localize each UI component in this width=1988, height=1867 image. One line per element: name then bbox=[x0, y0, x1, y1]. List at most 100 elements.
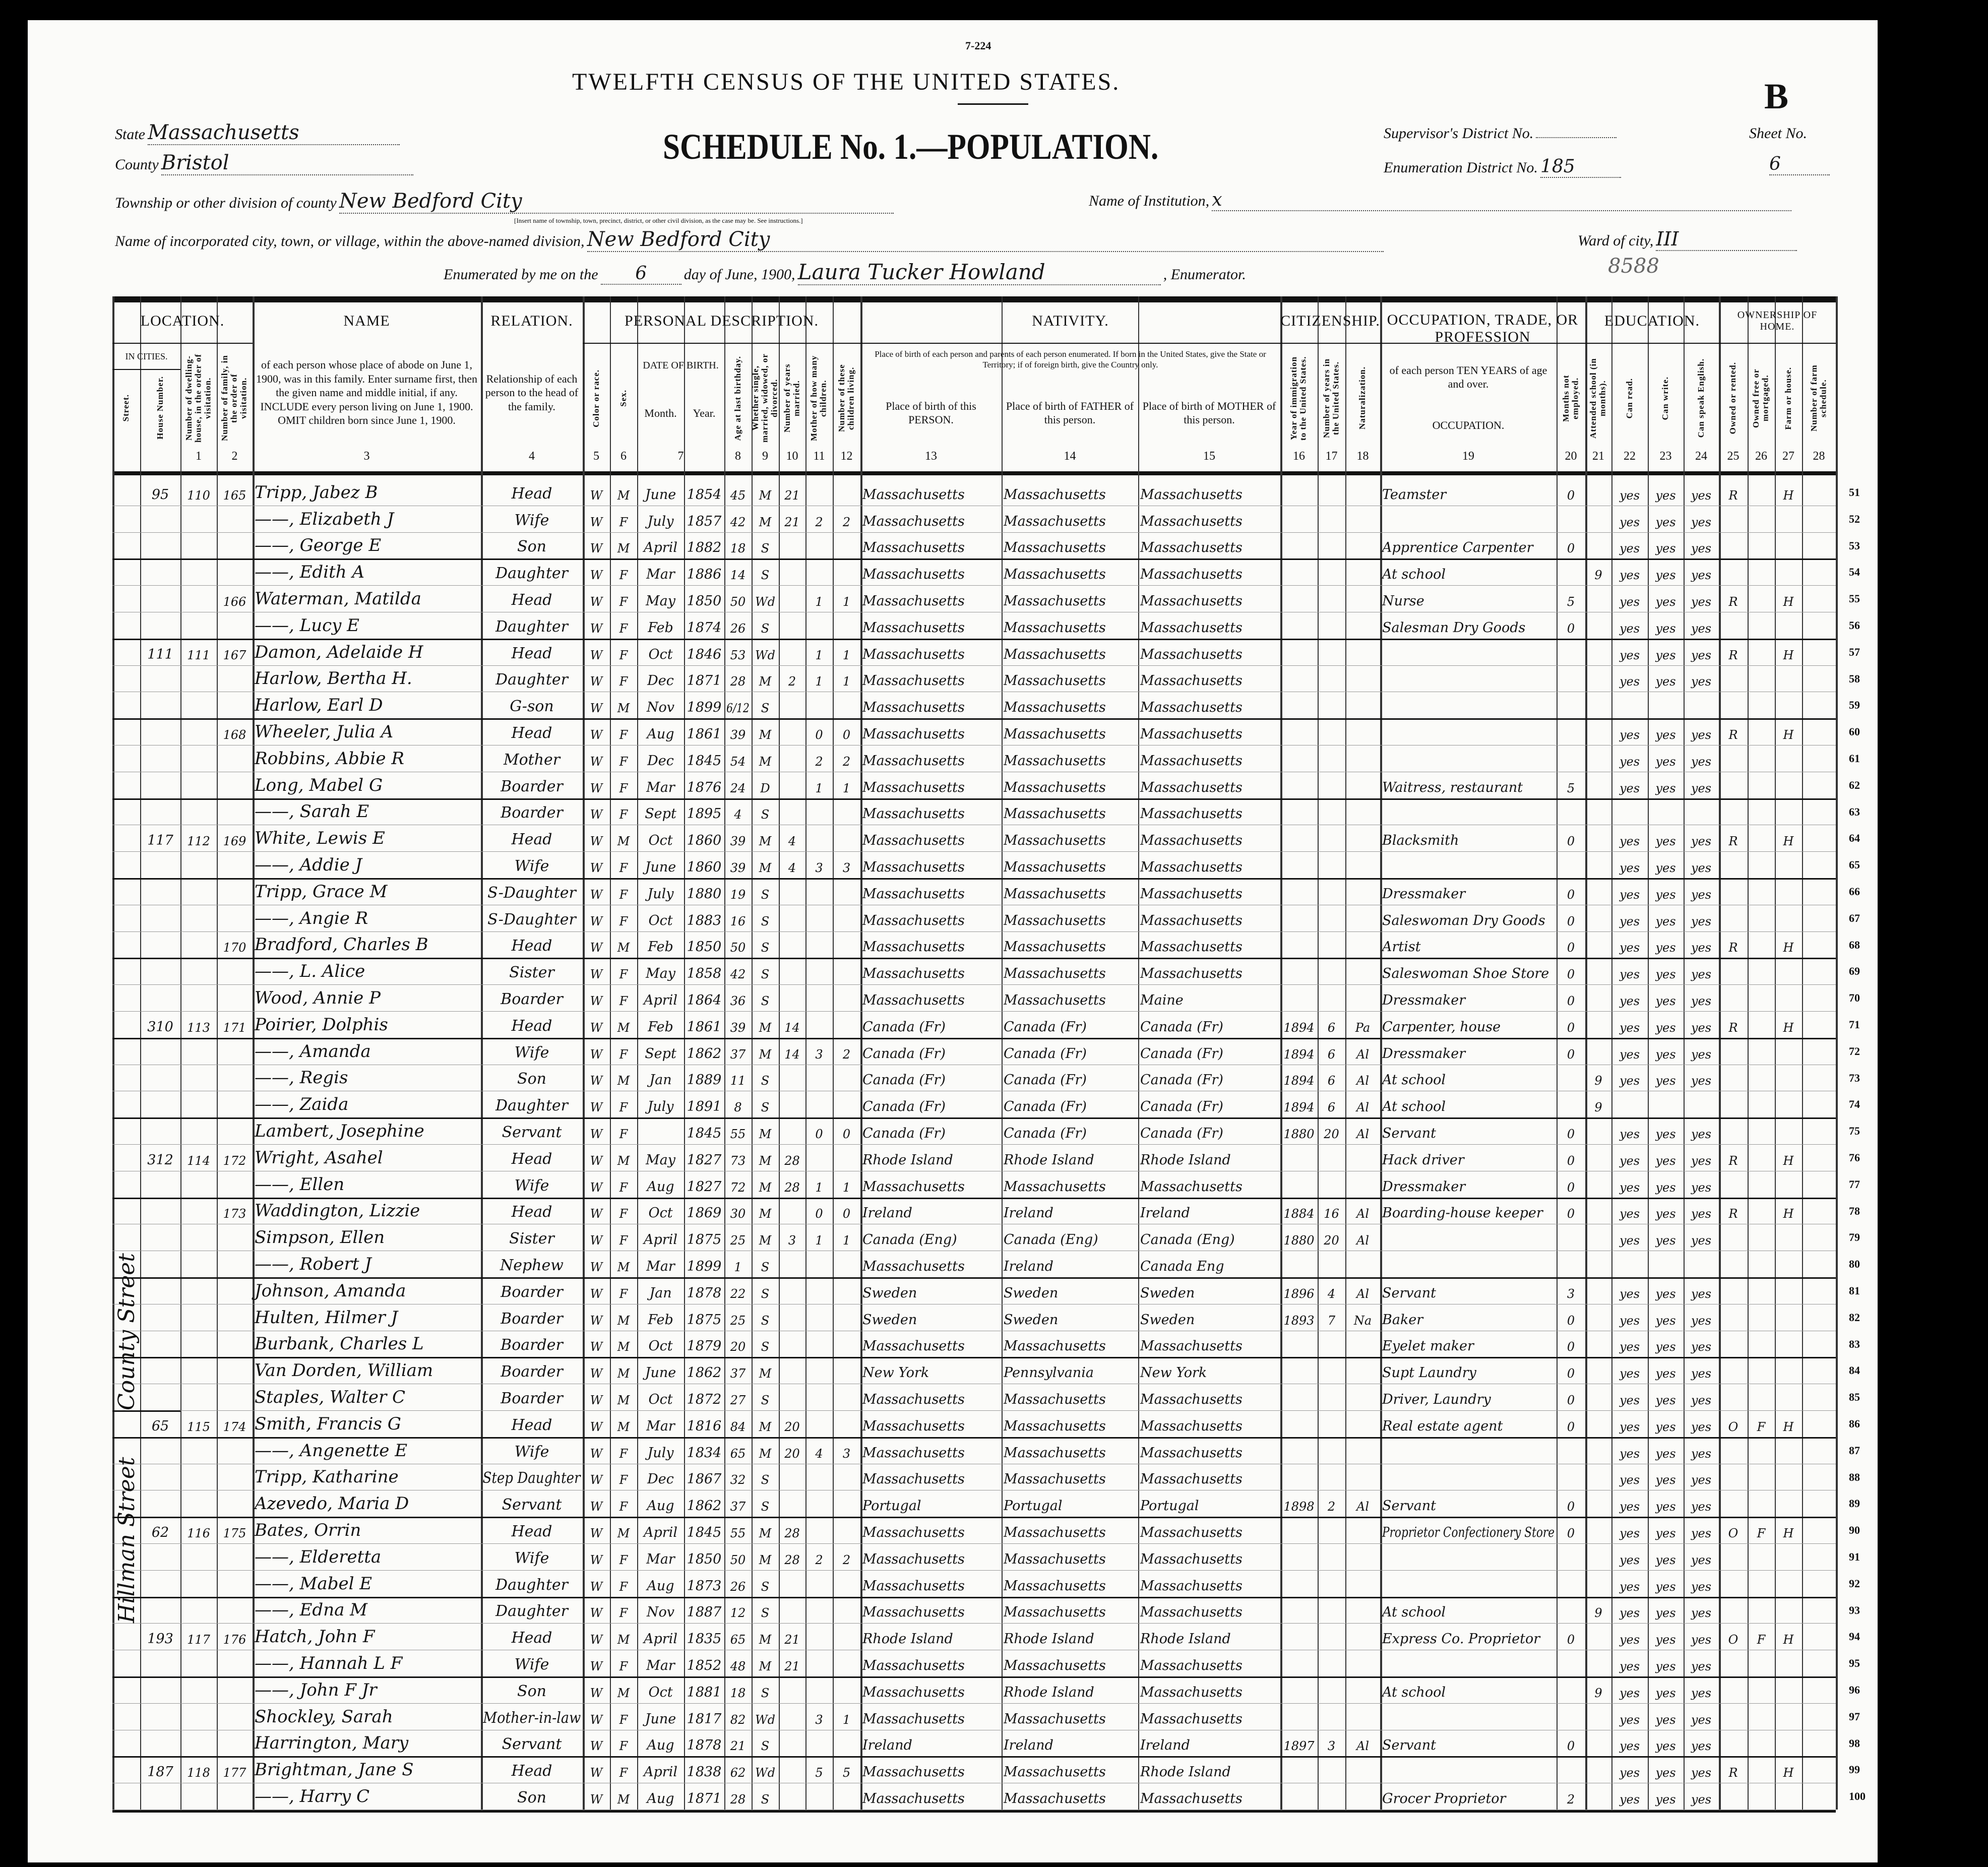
cell-col-9: 1875 bbox=[684, 1224, 724, 1251]
cell-col-1 bbox=[140, 1304, 180, 1331]
cell-col-25: yes bbox=[1648, 612, 1684, 639]
cell-col-29: H bbox=[1775, 1011, 1802, 1038]
cell-text: F bbox=[619, 754, 628, 769]
cell-col-17: Massachusetts bbox=[1138, 506, 1280, 532]
cell-col-13: 0 bbox=[805, 718, 833, 745]
cell-col-15: Sweden bbox=[860, 1277, 1002, 1304]
cell-col-22 bbox=[1557, 1570, 1585, 1597]
cell-text: 0 bbox=[1567, 1313, 1575, 1328]
cell-col-21: Waitress, restaurant bbox=[1380, 772, 1557, 798]
cell-text: Massachusetts bbox=[1004, 886, 1106, 902]
cell-col-3 bbox=[217, 558, 253, 585]
cell-text: yes bbox=[1691, 1180, 1712, 1195]
cell-col-23 bbox=[1585, 1011, 1611, 1038]
cell-col-5: Servant bbox=[481, 1117, 583, 1144]
column-number: 2 bbox=[231, 450, 238, 463]
cell-text: yes bbox=[1691, 914, 1712, 928]
cell-col-3: 167 bbox=[217, 639, 253, 665]
cell-col-20 bbox=[1345, 878, 1380, 905]
cell-col-18 bbox=[1280, 1676, 1318, 1703]
column-divider bbox=[1380, 296, 1382, 1810]
cell-col-8: Dec bbox=[637, 665, 684, 692]
cell-col-28 bbox=[1748, 825, 1775, 851]
cell-col-25: yes bbox=[1648, 772, 1684, 798]
cell-text: 2 bbox=[842, 754, 851, 769]
cell-text: 176 bbox=[223, 1633, 246, 1647]
cell-text: M bbox=[617, 1313, 630, 1328]
cell-col-16: Massachusetts bbox=[1002, 1464, 1138, 1490]
cell-col-10: 39 bbox=[724, 1011, 752, 1038]
cell-col-3: 168 bbox=[217, 718, 253, 745]
cell-col-7: F bbox=[610, 1437, 637, 1464]
cell-col-1 bbox=[140, 958, 180, 984]
cell-col-16: Massachusetts bbox=[1002, 851, 1138, 878]
cell-text: 1846 bbox=[687, 646, 722, 662]
cell-col-28 bbox=[1748, 1304, 1775, 1331]
township-note: [Insert name of township, town, precinct… bbox=[514, 217, 803, 224]
cell-text: yes bbox=[1691, 754, 1712, 769]
cell-col-10: 55 bbox=[724, 1117, 752, 1144]
enumeration-district-value: 185 bbox=[1540, 156, 1621, 178]
cell-text: Servant bbox=[502, 1496, 562, 1514]
cell-col-30 bbox=[1802, 1331, 1836, 1357]
cell-col-1 bbox=[140, 1277, 180, 1304]
group-rule bbox=[1719, 343, 1836, 344]
cell-col-16: Sweden bbox=[1002, 1304, 1138, 1331]
cell-col-4: Robbins, Abbie R bbox=[253, 745, 481, 772]
cell-col-18 bbox=[1280, 1464, 1318, 1490]
cell-text: H bbox=[1783, 1153, 1794, 1168]
cell-col-12: 14 bbox=[779, 1011, 805, 1038]
cell-col-2 bbox=[180, 692, 217, 718]
cell-col-16: Massachusetts bbox=[1002, 931, 1138, 958]
cell-col-23 bbox=[1585, 1331, 1611, 1357]
cell-text: 1883 bbox=[687, 912, 722, 928]
cell-text: yes bbox=[1691, 1153, 1712, 1168]
cell-col-24: yes bbox=[1611, 1650, 1648, 1676]
cell-text: M bbox=[759, 1153, 772, 1168]
cell-text: S bbox=[761, 941, 770, 955]
cell-col-5: Head bbox=[481, 825, 583, 851]
cell-col-1 bbox=[140, 1117, 180, 1144]
cell-col-3 bbox=[217, 1650, 253, 1676]
cell-text: Wife bbox=[514, 1655, 549, 1673]
cell-col-2: 114 bbox=[180, 1144, 217, 1171]
cell-text: Waterman, Matilda bbox=[255, 588, 421, 609]
cell-col-28 bbox=[1748, 1331, 1775, 1357]
cell-col-9: 1858 bbox=[684, 958, 724, 984]
cell-col-26: yes bbox=[1684, 1570, 1719, 1597]
cell-text: Aug bbox=[647, 1578, 674, 1594]
cell-col-21: Nurse bbox=[1380, 585, 1557, 612]
cell-col-23 bbox=[1585, 1464, 1611, 1490]
cell-col-0 bbox=[112, 1676, 140, 1703]
column-number: 18 bbox=[1356, 450, 1369, 463]
column-header-12: Number of these children living. bbox=[833, 353, 860, 444]
cell-text: 118 bbox=[187, 1766, 210, 1780]
column-label: Year. bbox=[693, 407, 716, 420]
row-rule bbox=[112, 1144, 1836, 1145]
cell-col-21: Teamster bbox=[1380, 479, 1557, 506]
cell-text: Canada (Fr) bbox=[862, 1072, 946, 1088]
cell-col-27 bbox=[1719, 1038, 1748, 1065]
cell-text: yes bbox=[1655, 727, 1676, 742]
cell-col-5: Boarder bbox=[481, 984, 583, 1011]
cell-text: 1878 bbox=[687, 1285, 722, 1301]
cell-col-11: S bbox=[752, 532, 779, 559]
cell-text: W bbox=[590, 594, 603, 609]
cell-col-9: 1827 bbox=[684, 1171, 724, 1198]
row-rule bbox=[112, 532, 1836, 533]
cell-text: Son bbox=[517, 538, 546, 556]
cell-text: 1876 bbox=[687, 779, 722, 795]
enumeration-district-field: Enumeration District No. 185 bbox=[1384, 156, 1621, 178]
cell-col-17: Portugal bbox=[1138, 1490, 1280, 1517]
cell-text: M bbox=[617, 1260, 630, 1274]
cell-text: 116 bbox=[187, 1526, 210, 1540]
cell-text: Massachusetts bbox=[862, 806, 965, 822]
cell-text: S bbox=[761, 1286, 770, 1301]
cell-text: yes bbox=[1655, 1340, 1676, 1354]
row-rule bbox=[112, 1756, 1836, 1758]
cell-text: 1850 bbox=[687, 593, 722, 609]
cell-col-15: Canada (Fr) bbox=[860, 1065, 1002, 1091]
cell-text: 177 bbox=[223, 1766, 246, 1780]
cell-text: 113 bbox=[187, 1020, 210, 1035]
cell-col-27 bbox=[1719, 1730, 1748, 1757]
